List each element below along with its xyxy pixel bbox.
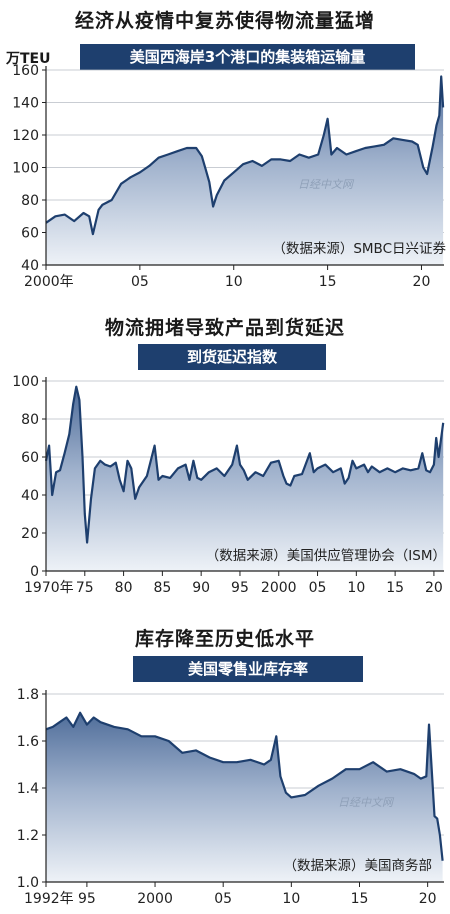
chart2-ytick-label-4: 80 (21, 412, 39, 428)
chart3-ytick-label-1: 1.2 (17, 828, 39, 844)
chart3-ytick-label-0: 1.0 (17, 875, 39, 891)
chart2-svg: 0 20 40 60 80 100 1970年 75 80 85 90 95 2000 05 10 15 20 （… (12, 374, 446, 596)
chart3-svg: 1.0 1.2 1.4 1.6 1.8 1992年 95 2000 05 10 15 20 （数据来源）… (17, 687, 444, 907)
chart2-xtick-label-4: 90 (192, 580, 210, 596)
chart1-xtick-label-0: 2000年 (24, 274, 74, 290)
chart2-ytick-label-0: 0 (30, 564, 39, 580)
chart1-ytick-label-4: 120 (12, 128, 39, 144)
chart3-xtick-label-4: 10 (282, 891, 300, 907)
chart3-ytick-label-2: 1.4 (17, 781, 39, 797)
chart1-ytick-label-2: 80 (21, 193, 39, 209)
chart2-area (46, 386, 444, 571)
chart2-xtick-label-1: 75 (76, 580, 94, 596)
chart2-source: （数据来源）美国供应管理协会（ISM） (206, 547, 446, 564)
chart1-xtick-label-1: 05 (131, 274, 149, 290)
chart1-title: 经济从疫情中复苏使得物流量猛增 (74, 10, 375, 32)
chart2-xtick-label-9: 15 (386, 580, 404, 596)
chart3-title: 库存降至历史低水平 (134, 628, 315, 650)
chart3-subtitle: 美国零售业库存率 (133, 656, 363, 682)
chart1-ytick-label-0: 40 (21, 258, 39, 274)
chart2-xtick-label-7: 05 (309, 580, 327, 596)
chart1-subtitle: 美国西海岸3个港口的集装箱运输量 (80, 44, 415, 70)
chart3-xtick-label-6: 20 (419, 891, 437, 907)
chart2-ytick-label-5: 100 (12, 374, 39, 390)
chart2-title: 物流拥堵导致产品到货延迟 (104, 317, 345, 339)
chart2-series-line (44, 385, 445, 544)
chart1-xtick-label-4: 20 (413, 274, 431, 290)
chart3-series-line (45, 711, 444, 861)
chart2-ytick-label-3: 60 (21, 450, 39, 466)
chart2-ytick-label-1: 20 (21, 526, 39, 542)
chart1-ytick-label-5: 140 (12, 96, 39, 112)
chart2-xtick-label-6: 2000 (261, 580, 297, 596)
chart3-xtick-label-1: 95 (78, 891, 96, 907)
chart1-svg: 40 60 80 100 120 140 160 2000年 05 10 15 20 （数据来源）SMB… (12, 63, 446, 290)
chart3-area (46, 712, 443, 882)
chart2-xtick-label-3: 85 (153, 580, 171, 596)
chart2-subtitle: 到货延迟指数 (138, 344, 326, 370)
chart2-ytick-label-2: 40 (21, 488, 39, 504)
chart2-xtick-label-10: 20 (425, 580, 443, 596)
chart3-ytick-label-3: 1.6 (17, 734, 39, 750)
chart1-series-line (45, 75, 445, 236)
chart3-xtick-label-2: 2000 (137, 891, 173, 907)
chart3-xtick-label-0: 1992年 (24, 891, 74, 907)
chart3-source: （数据来源）美国商务部 (284, 858, 433, 874)
chart1-area (46, 76, 444, 265)
chart1-ytick-label-3: 100 (12, 161, 39, 177)
chart2-xtick-label-0: 1970年 (24, 580, 74, 596)
chart3-xtick-label-3: 05 (214, 891, 232, 907)
chart1-ytick-label-6: 160 (12, 63, 39, 79)
chart2-xtick-label-5: 95 (231, 580, 249, 596)
chart2-xtick-label-8: 10 (347, 580, 365, 596)
chart1-xtick-label-3: 15 (319, 274, 337, 290)
chart1-unit-label: 万TEU (6, 51, 51, 67)
chart1-ytick-label-1: 60 (21, 226, 39, 242)
chart1-xtick-label-2: 10 (225, 274, 243, 290)
chart3-watermark: 日经中文网 (338, 796, 395, 809)
chart1-watermark: 日经中文网 (298, 178, 355, 191)
chart3-xtick-label-5: 15 (351, 891, 369, 907)
chart3-ytick-label-4: 1.8 (17, 687, 39, 703)
chart1-source: （数据来源）SMBC日兴证券 (272, 241, 446, 257)
chart2-xtick-label-2: 80 (115, 580, 133, 596)
